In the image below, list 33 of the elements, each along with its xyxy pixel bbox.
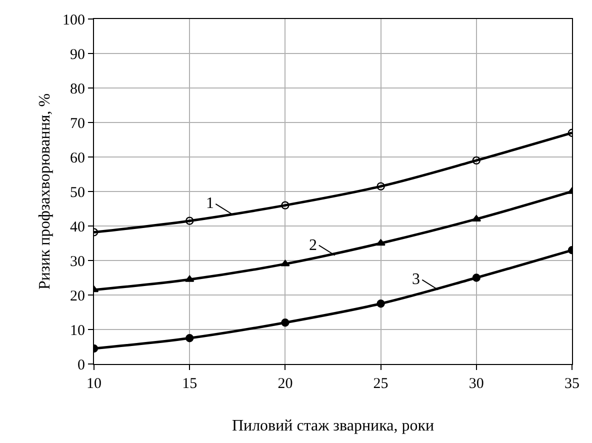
x-tick-label: 35 [564, 376, 580, 392]
point [184, 275, 194, 282]
point [186, 216, 194, 225]
x-axis-title: Пиловий стаж зварника, роки [232, 418, 434, 435]
y-tick-label: 0 [78, 357, 85, 374]
point [472, 156, 480, 165]
y-tick-label: 40 [70, 219, 85, 236]
point [281, 201, 290, 210]
y-tick-label: 20 [70, 288, 85, 304]
y-axis-title: Ризик профзахворювання, % [36, 93, 54, 290]
y-tick-label: 80 [70, 81, 85, 98]
x-tick-label: 15 [182, 376, 198, 392]
point [280, 260, 290, 266]
point [281, 318, 290, 327]
x-tick-label: 10 [86, 376, 102, 392]
annotation: 3 [412, 271, 420, 288]
x-tick-label: 30 [468, 376, 484, 392]
point [376, 300, 385, 308]
y-tick-label: 60 [70, 150, 85, 166]
y-tick-label: 10 [70, 322, 85, 339]
annotation: 2 [309, 237, 317, 254]
x-tick-label: 25 [373, 376, 388, 392]
x-tick-label: 20 [278, 376, 293, 392]
point [376, 239, 386, 246]
y-tick-label: 100 [62, 12, 85, 28]
annotation: 1 [206, 195, 214, 212]
y-tick-label: 30 [70, 254, 85, 270]
y-tick-label: 90 [70, 46, 85, 63]
y-tick-label: 70 [70, 116, 85, 132]
y-tick-label: 50 [70, 184, 85, 201]
point [186, 334, 194, 342]
point [376, 182, 385, 190]
point [472, 274, 480, 282]
